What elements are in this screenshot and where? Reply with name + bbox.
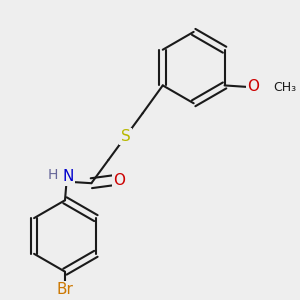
Text: H: H [47,168,58,182]
Text: CH₃: CH₃ [273,81,296,94]
Text: S: S [121,129,130,144]
Text: O: O [248,79,260,94]
Text: Br: Br [56,282,74,297]
Text: N: N [62,169,74,184]
Text: O: O [113,172,125,188]
